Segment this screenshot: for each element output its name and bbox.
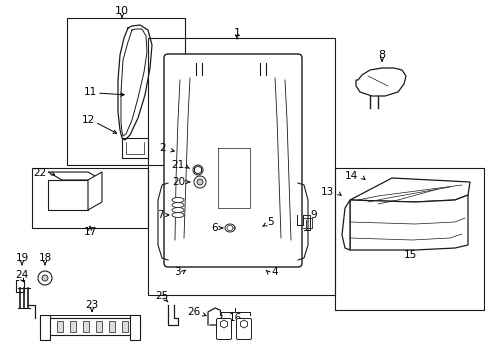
Circle shape xyxy=(42,275,48,281)
Bar xyxy=(52,183,68,193)
Bar xyxy=(32,168,148,228)
Text: 10: 10 xyxy=(115,6,129,16)
Bar xyxy=(122,321,128,332)
Bar xyxy=(40,315,50,340)
Text: 26: 26 xyxy=(186,307,200,317)
Text: 7: 7 xyxy=(156,210,163,220)
Bar xyxy=(148,38,334,295)
Text: 16: 16 xyxy=(228,313,241,323)
Text: 14: 14 xyxy=(344,171,357,181)
Bar xyxy=(271,245,295,263)
Circle shape xyxy=(38,271,52,285)
Text: 5: 5 xyxy=(267,217,274,227)
FancyBboxPatch shape xyxy=(236,319,251,339)
Bar xyxy=(174,248,187,260)
Bar xyxy=(83,321,89,332)
Polygon shape xyxy=(341,200,349,250)
Circle shape xyxy=(193,165,203,175)
Text: 21: 21 xyxy=(171,160,184,170)
Ellipse shape xyxy=(172,212,183,217)
FancyBboxPatch shape xyxy=(163,54,302,267)
Bar xyxy=(96,321,102,332)
Bar xyxy=(67,18,184,165)
Bar xyxy=(57,321,63,332)
Bar xyxy=(122,138,148,158)
FancyBboxPatch shape xyxy=(216,319,231,339)
Bar xyxy=(334,168,483,310)
Text: 24: 24 xyxy=(15,270,29,280)
Text: 1: 1 xyxy=(233,28,240,38)
Text: 11: 11 xyxy=(83,87,97,97)
Text: 12: 12 xyxy=(81,115,95,125)
Text: 6: 6 xyxy=(211,223,218,233)
Text: 15: 15 xyxy=(403,250,416,260)
Text: 20: 20 xyxy=(171,177,184,187)
Text: 4: 4 xyxy=(271,267,278,277)
Polygon shape xyxy=(349,195,467,250)
Text: 2: 2 xyxy=(160,143,166,153)
Text: 18: 18 xyxy=(38,253,52,263)
Polygon shape xyxy=(355,68,405,96)
Text: 22: 22 xyxy=(33,168,46,178)
Ellipse shape xyxy=(172,207,183,212)
Text: 17: 17 xyxy=(83,227,97,237)
Bar xyxy=(44,321,50,332)
Polygon shape xyxy=(48,172,102,180)
Ellipse shape xyxy=(172,202,183,207)
Text: 23: 23 xyxy=(85,300,99,310)
Text: 25: 25 xyxy=(155,291,168,301)
Ellipse shape xyxy=(172,198,183,202)
Bar xyxy=(209,140,258,215)
Text: 19: 19 xyxy=(15,253,29,263)
Polygon shape xyxy=(48,180,88,210)
Text: 3: 3 xyxy=(173,267,180,277)
Circle shape xyxy=(197,179,203,185)
Polygon shape xyxy=(88,172,102,210)
Bar xyxy=(70,321,76,332)
Bar xyxy=(109,321,115,332)
Bar xyxy=(72,183,88,193)
Circle shape xyxy=(194,176,205,188)
Polygon shape xyxy=(349,178,469,202)
Bar xyxy=(170,245,192,263)
Text: 13: 13 xyxy=(320,187,333,197)
Bar xyxy=(40,318,140,335)
Text: 8: 8 xyxy=(378,50,385,60)
Bar xyxy=(130,315,140,340)
Text: 9: 9 xyxy=(309,210,316,220)
